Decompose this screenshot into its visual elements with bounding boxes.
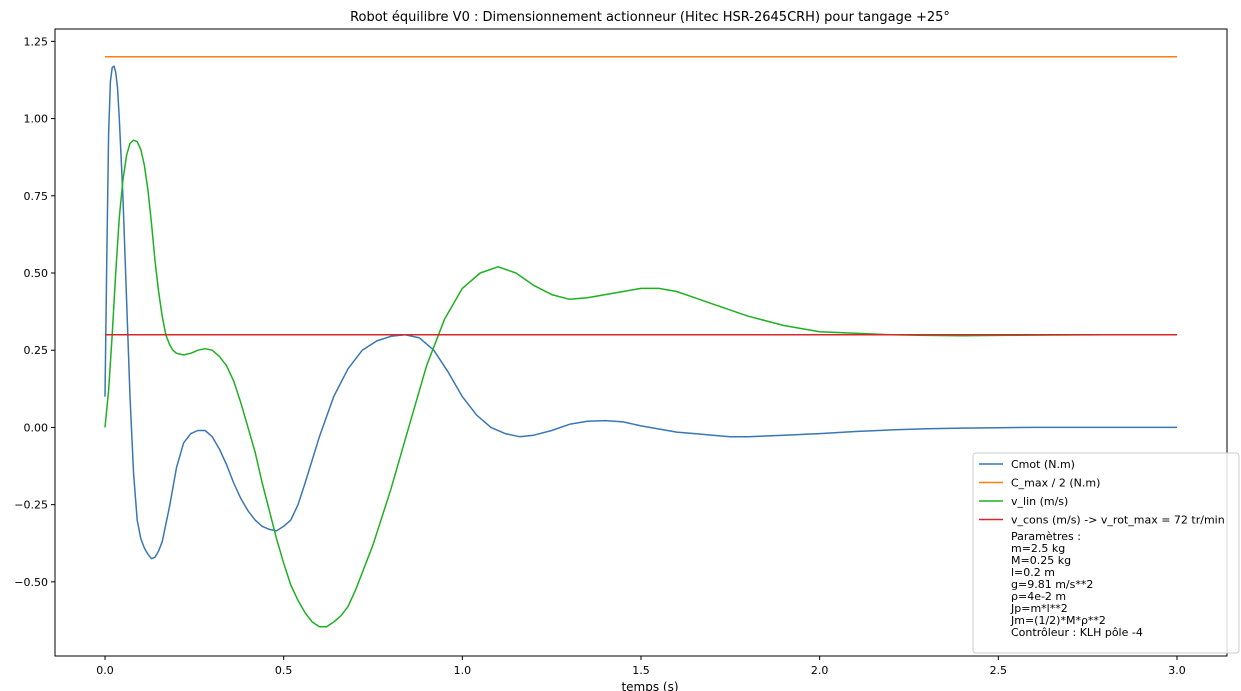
y-tick-label: 1.25	[24, 35, 49, 48]
legend-param-line: M=0.25 kg	[1011, 554, 1071, 567]
x-axis: 0.0 0.5 1.0 1.5 2.0 2.5 3.0	[96, 656, 1186, 677]
y-tick-label: 1.00	[24, 113, 49, 126]
y-tick-label: 0.25	[24, 344, 49, 357]
series-line-1	[104, 65, 1177, 560]
y-tick-label: 0.00	[24, 421, 49, 434]
legend-param-line: Jm=(1/2)*M*ρ**2	[1010, 614, 1106, 627]
legend-param-line: Contrôleur : KLH pôle -4	[1011, 626, 1143, 639]
legend-param-line: ρ=4e-2 m	[1011, 590, 1066, 603]
legend-param-line: Jp=m*l**2	[1010, 602, 1068, 615]
legend-box	[972, 452, 1240, 654]
legend-param-line: g=9.81 m/s**2	[1011, 578, 1093, 591]
x-tick-label: 1.5	[632, 664, 650, 677]
legend-params-title: Paramètres :	[1011, 530, 1081, 543]
legend: Cmot (N.m) C_max / 2 (N.m) v_lin (m/s) v_co…	[972, 452, 1240, 654]
legend-label-4: v_cons (m/s) -> v_rot_max = 72 tr/min	[1011, 514, 1225, 527]
x-axis-label: temps (s)	[621, 680, 678, 691]
x-tick-label: 3.0	[1168, 664, 1186, 677]
legend-label-3: v_lin (m/s)	[1011, 495, 1068, 508]
x-tick-label: 1.0	[454, 664, 472, 677]
x-tick-label: 2.0	[811, 664, 829, 677]
legend-label-1: Cmot (N.m)	[1011, 458, 1075, 471]
y-tick-label: 0.50	[24, 267, 49, 280]
x-tick-label: 0.5	[275, 664, 293, 677]
chart-title: Robot équilibre V0 : Dimensionnement act…	[350, 10, 950, 25]
legend-param-line: m=2.5 kg	[1011, 542, 1065, 555]
y-tick-label: −0.50	[14, 576, 48, 589]
y-axis: −0.50 −0.25 0.00 0.25 0.50 0.75 1.00 1.25	[14, 35, 55, 589]
y-tick-label: −0.25	[14, 499, 48, 512]
x-tick-label: 2.5	[990, 664, 1008, 677]
legend-label-2: C_max / 2 (N.m)	[1011, 477, 1100, 490]
legend-param-line: l=0.2 m	[1011, 566, 1055, 579]
series-line-3	[104, 139, 1177, 628]
y-tick-label: 0.75	[24, 190, 49, 203]
series-layer	[104, 56, 1177, 628]
x-tick-label: 0.0	[96, 664, 114, 677]
